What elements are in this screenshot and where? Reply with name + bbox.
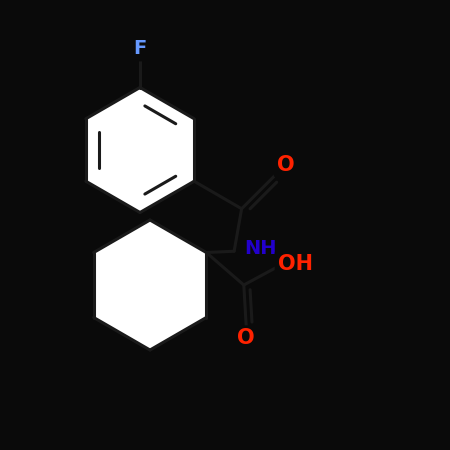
Text: O: O xyxy=(238,328,255,348)
Text: F: F xyxy=(133,40,147,58)
Text: NH: NH xyxy=(244,239,276,258)
Polygon shape xyxy=(94,220,206,350)
Text: O: O xyxy=(277,155,294,175)
Text: OH: OH xyxy=(278,253,313,274)
Polygon shape xyxy=(86,87,194,212)
